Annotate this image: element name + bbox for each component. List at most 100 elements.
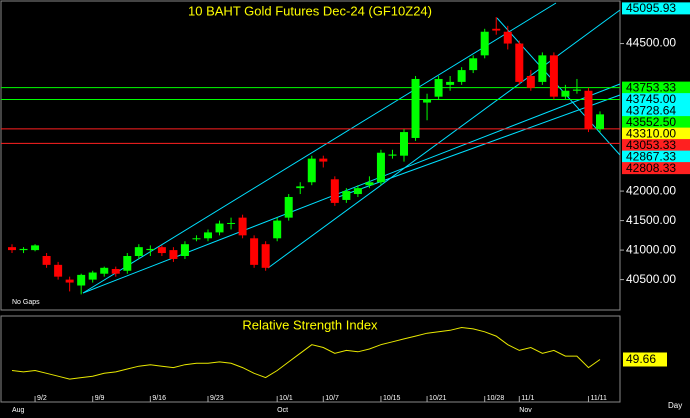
x-unit: Day (668, 401, 682, 410)
candle-body (77, 274, 86, 286)
candle-body (250, 238, 259, 265)
candle-body (100, 267, 109, 274)
candle-body (480, 31, 489, 56)
candle-body (284, 196, 293, 218)
x-tick-label: 9/16 (152, 395, 166, 402)
x-tick-label: 9/9 (95, 395, 105, 402)
price-panel-frame (0, 0, 621, 311)
level-box (622, 139, 690, 152)
candle-body (146, 248, 155, 251)
x-tick-label: 10/21 (429, 395, 447, 402)
level-box (622, 162, 690, 175)
candle-body (400, 132, 408, 156)
candle-body (296, 186, 305, 189)
level-label: 42808.33 (626, 161, 676, 175)
level-box (622, 93, 690, 106)
y-tick-label: 41500.00 (626, 213, 676, 227)
candle-body (273, 220, 282, 239)
candle-body (238, 217, 247, 236)
candle-body (549, 55, 558, 97)
level-label: 43753.33 (626, 80, 676, 94)
rsi-title: Relative Strength Index (242, 317, 378, 332)
trend-line (329, 94, 621, 201)
candle-body (526, 76, 535, 88)
x-tick-label: 9/2 (37, 395, 47, 402)
note: No Gaps (12, 299, 40, 306)
y-tick-label: 40500.00 (626, 272, 676, 286)
level-label: 43053.33 (626, 138, 676, 152)
candle-body (515, 43, 524, 82)
month-label: Nov (519, 407, 532, 414)
x-tick-label: 11/11 (590, 395, 607, 402)
candle-body (215, 223, 224, 233)
rsi-panel-frame (0, 315, 621, 403)
rsi-last-box (623, 352, 667, 367)
level-label: 45095.93 (626, 1, 676, 15)
month-label: Aug (12, 407, 25, 414)
candle-body (319, 158, 328, 162)
candle-body (538, 55, 547, 82)
chart-title: 10 BAHT Gold Futures Dec-24 (GF10Z24) (188, 3, 432, 18)
x-tick-label: 10/7 (325, 395, 339, 402)
trend-lines (82, 2, 621, 294)
candle-body (180, 244, 189, 257)
candle-body (423, 99, 432, 103)
trend-line (496, 17, 621, 156)
candle-body (111, 268, 120, 274)
candle-body (192, 238, 201, 240)
candle-body (169, 250, 178, 259)
candle-body (365, 182, 374, 186)
candle-body (157, 247, 166, 254)
candle-body (261, 244, 270, 268)
candle-body (307, 158, 316, 183)
level-box (622, 150, 690, 163)
candle-body (584, 90, 593, 130)
candle-body (65, 279, 74, 283)
candle-body (561, 90, 570, 97)
candle-body (42, 256, 51, 265)
candle-body (572, 89, 581, 91)
candle-body (376, 152, 385, 183)
level-label: 43745.00 (626, 92, 676, 106)
candle-body (492, 28, 501, 31)
x-tick-label: 9/23 (210, 395, 224, 402)
level-box (622, 2, 690, 15)
y-tick-label: 42000.00 (626, 183, 676, 197)
rsi-last-label: 49.66 (626, 352, 656, 366)
candle-body (31, 245, 40, 251)
level-box (622, 127, 690, 140)
candle-body (596, 114, 604, 130)
candle-body (411, 78, 420, 138)
x-tick-label: 10/28 (487, 395, 505, 402)
candle-body (388, 154, 397, 156)
candle-body (457, 70, 466, 82)
candle-body (204, 232, 212, 239)
level-label: 43552.50 (626, 115, 676, 129)
level-box (622, 104, 690, 117)
candle-body (503, 31, 512, 44)
candle-body (227, 222, 236, 224)
level-label: 43728.64 (626, 103, 676, 117)
candle-body (469, 58, 478, 71)
candle-body (19, 248, 28, 251)
candle-body (88, 272, 97, 280)
candle-body (134, 247, 143, 257)
x-tick-label: 10/15 (383, 395, 401, 402)
x-tick-label: 11/1 (521, 395, 534, 402)
trend-line (267, 9, 621, 269)
candle-body (342, 191, 351, 200)
month-label: Oct (277, 407, 288, 414)
candle-body (353, 188, 362, 195)
candle-body (8, 247, 16, 251)
rsi-line (11, 326, 601, 380)
candle-body (54, 264, 63, 277)
y-tick-label: 41000.00 (626, 242, 676, 256)
y-tick-label: 44500.00 (626, 36, 676, 50)
level-box (622, 116, 690, 129)
x-tick-label: 10/1 (279, 395, 293, 402)
trend-line (82, 2, 557, 294)
candle-body (446, 81, 455, 85)
